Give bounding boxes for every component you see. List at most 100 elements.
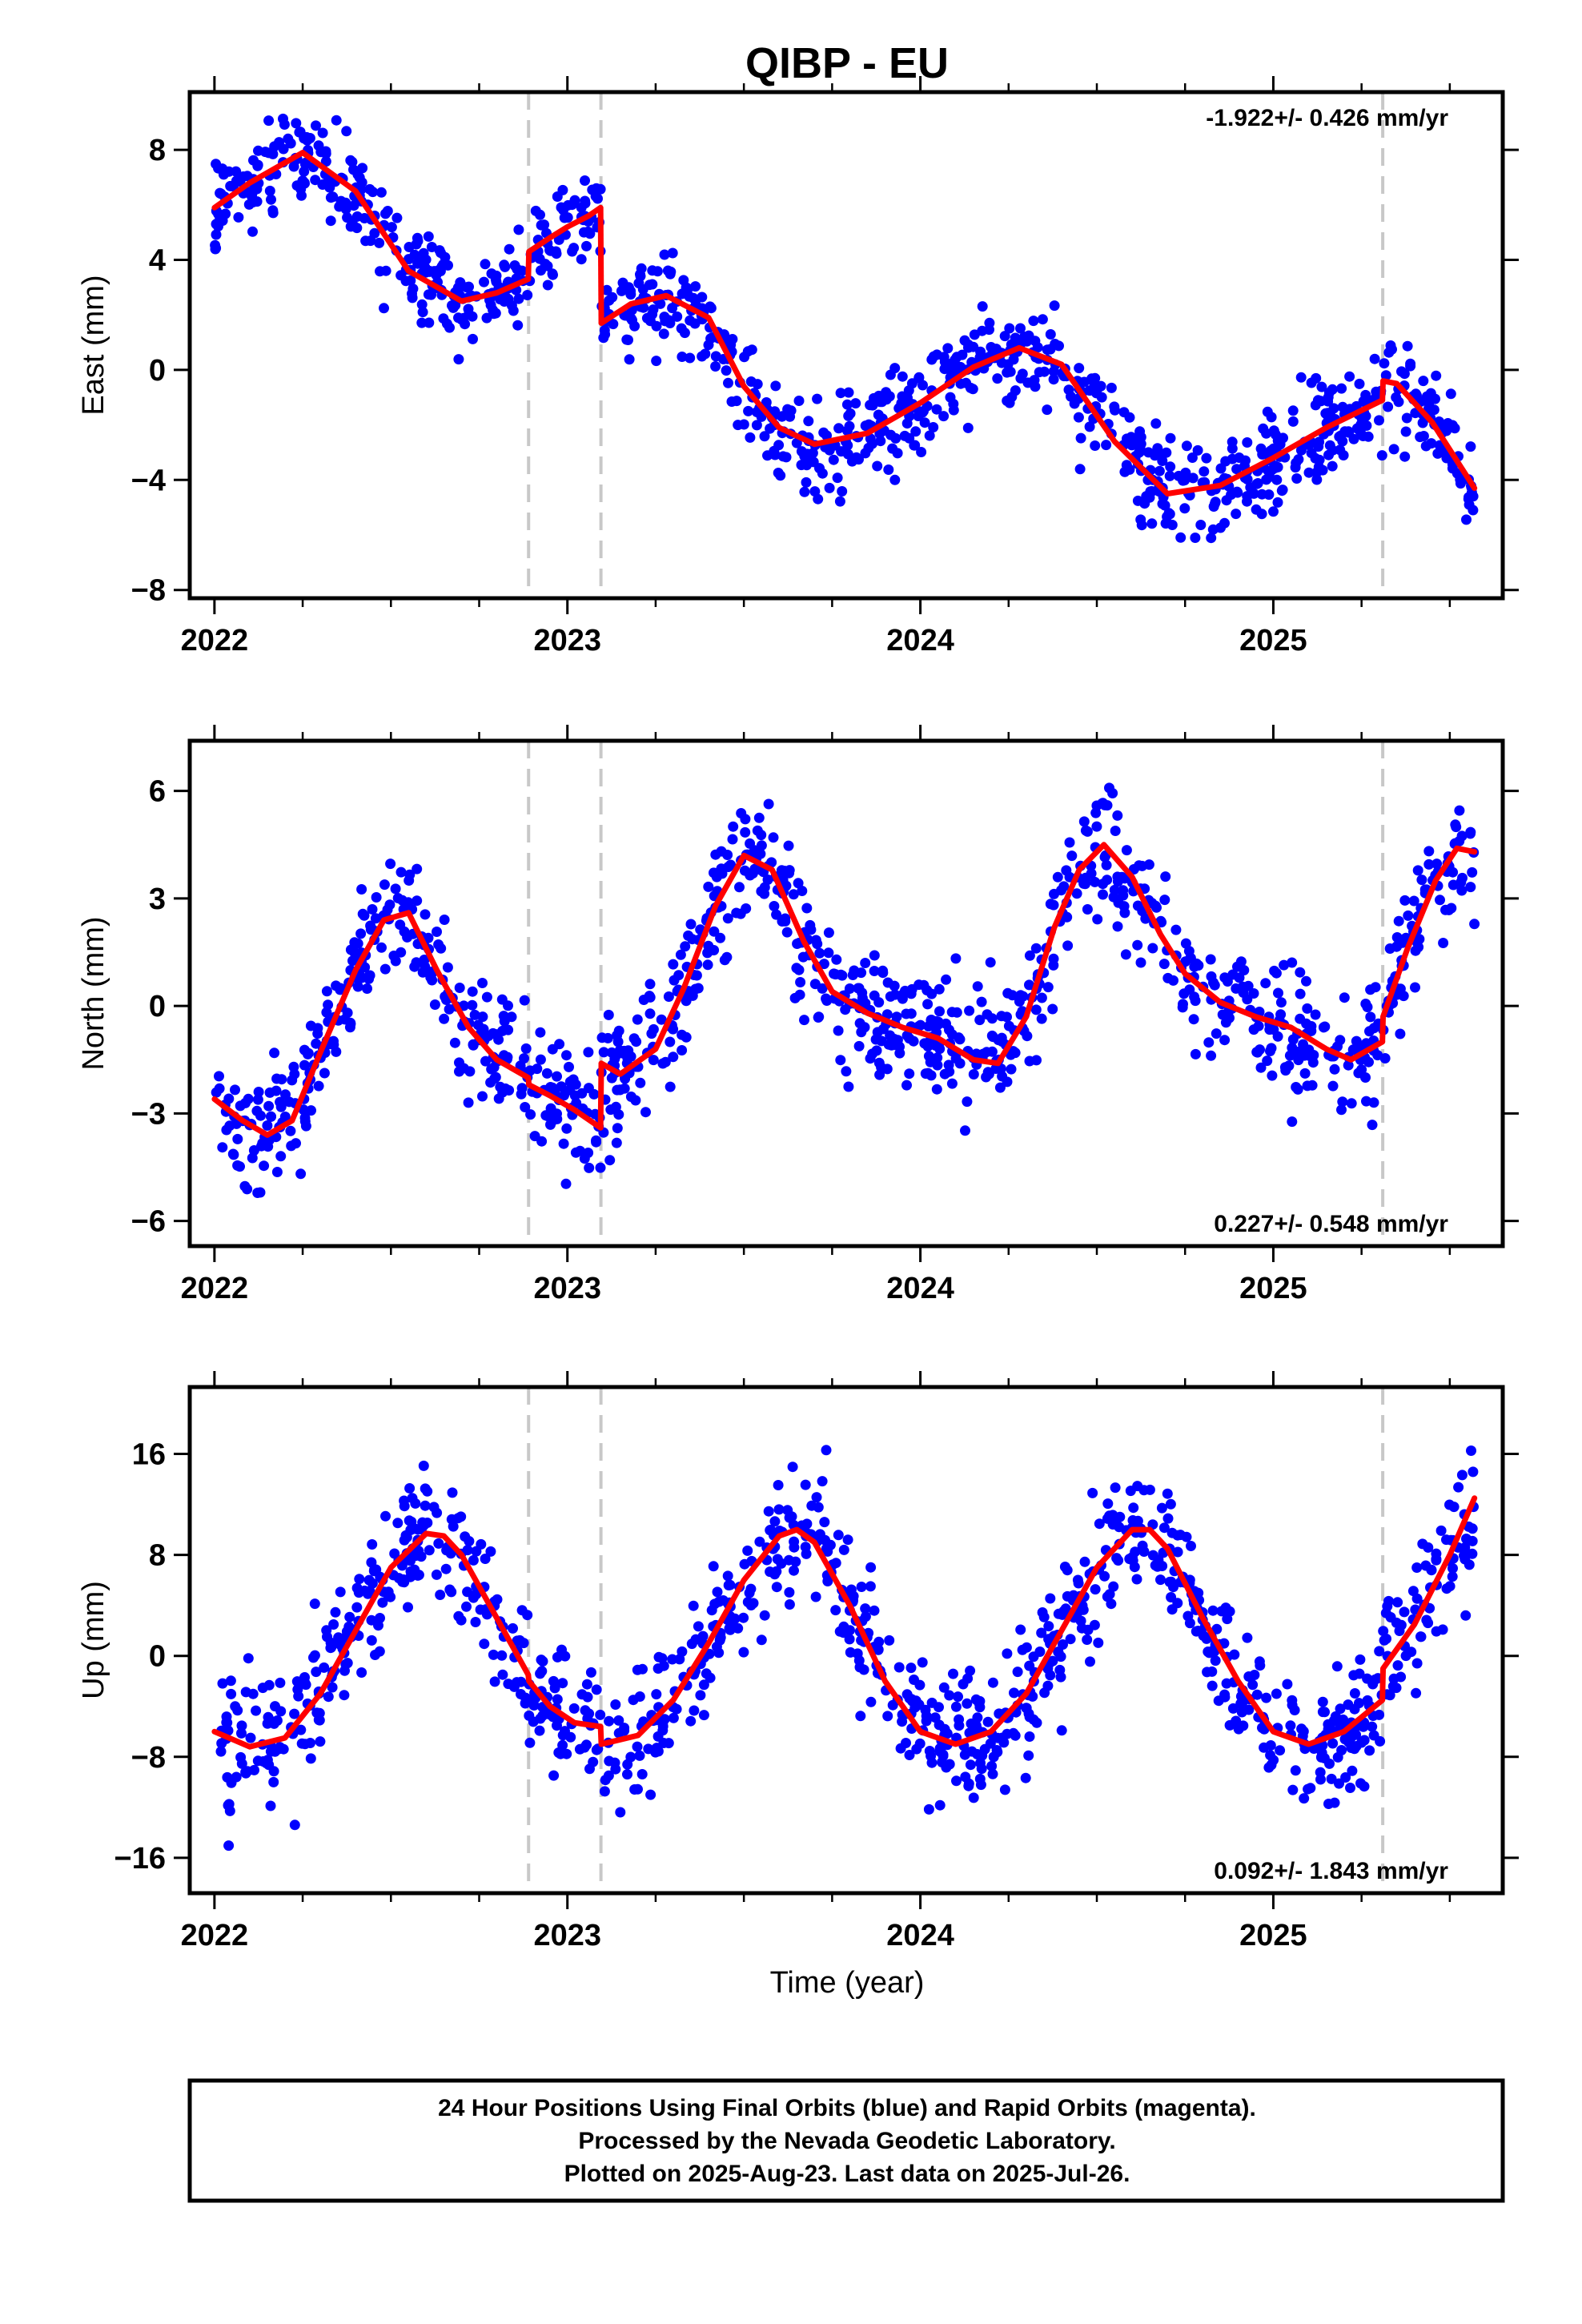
north-data-point: [1379, 1053, 1391, 1063]
up-data-point: [636, 1769, 648, 1779]
up-data-point: [1345, 1783, 1355, 1793]
north-data-point: [717, 868, 728, 879]
up-data-point: [599, 1786, 610, 1797]
up-data-point: [1415, 1631, 1426, 1642]
east-data-point: [872, 460, 883, 472]
up-data-point: [1247, 1679, 1259, 1691]
north-data-point: [348, 947, 359, 958]
north-y-tick-label: 3: [149, 883, 166, 916]
up-data-point: [986, 1760, 998, 1771]
north-data-point: [922, 1068, 934, 1079]
up-data-point: [497, 1669, 508, 1680]
north-data-point: [477, 1091, 488, 1102]
north-data-point: [1056, 885, 1066, 896]
east-data-point: [1037, 314, 1048, 325]
north-data-point: [498, 1011, 509, 1022]
up-data-point: [392, 1518, 404, 1529]
north-data-point: [1071, 888, 1082, 899]
east-data-point: [1210, 497, 1221, 508]
north-data-point: [680, 941, 691, 952]
east-data-point: [1383, 401, 1394, 412]
up-data-point: [1406, 1647, 1417, 1658]
up-data-point: [1447, 1571, 1458, 1582]
north-data-point: [1189, 991, 1200, 1003]
east-data-point: [969, 329, 980, 340]
north-data-point: [379, 963, 391, 975]
north-data-point: [1306, 1025, 1317, 1036]
north-data-point: [1446, 903, 1457, 914]
north-data-point: [412, 895, 423, 907]
north-data-point: [740, 814, 751, 825]
up-data-point: [845, 1625, 855, 1636]
east-data-point: [335, 195, 347, 207]
north-data-point: [1456, 885, 1468, 896]
north-data-point: [1082, 904, 1093, 915]
up-data-point: [226, 1688, 237, 1699]
north-data-point: [709, 926, 720, 937]
up-data-point: [1460, 1610, 1472, 1621]
up-data-point: [1024, 1660, 1035, 1671]
east-model-line-3: [1380, 378, 1478, 492]
up-y-axis-label: Up (mm): [77, 1581, 110, 1699]
north-data-point: [894, 1047, 905, 1059]
up-data-point: [657, 1718, 669, 1729]
east-data-point: [697, 292, 708, 303]
north-data-point: [477, 1011, 488, 1023]
north-data-point: [1337, 1096, 1348, 1108]
east-data-point: [1388, 444, 1399, 455]
north-data-point: [869, 966, 880, 976]
up-data-point: [522, 1610, 533, 1621]
east-data-point: [1015, 323, 1026, 334]
up-data-point: [464, 1536, 475, 1546]
up-data-point: [1464, 1559, 1475, 1570]
north-data-point: [1110, 826, 1121, 836]
north-data-point: [404, 875, 415, 886]
up-data-point: [230, 1701, 241, 1712]
east-data-point: [992, 373, 1003, 384]
east-data-point: [1166, 520, 1178, 530]
east-data-point: [247, 226, 258, 237]
up-data-point: [289, 1708, 300, 1719]
east-data-point: [770, 380, 781, 392]
east-data-point: [885, 429, 897, 440]
up-data-point: [813, 1502, 824, 1513]
north-data-point: [753, 812, 765, 823]
east-data-point: [325, 215, 336, 227]
up-data-point: [452, 1513, 464, 1524]
east-data-point: [500, 261, 511, 272]
north-data-point: [982, 1009, 993, 1020]
up-data-point: [693, 1621, 704, 1632]
north-data-point: [640, 1107, 651, 1118]
up-data-point: [1166, 1604, 1178, 1615]
up-data-point: [581, 1679, 592, 1690]
east-data-point: [1163, 508, 1174, 519]
north-data-point: [552, 1108, 562, 1120]
east-data-point: [1023, 330, 1034, 341]
east-data-point: [1220, 456, 1231, 467]
up-data-point: [1287, 1695, 1298, 1706]
east-data-point: [1383, 347, 1395, 358]
east-data-point: [1143, 447, 1154, 458]
east-data-point: [928, 351, 939, 362]
up-data-point: [568, 1703, 580, 1714]
up-data-point: [1186, 1541, 1196, 1551]
up-data-point: [1008, 1727, 1019, 1739]
east-data-point: [1187, 472, 1199, 484]
east-data-point: [1004, 397, 1015, 408]
east-data-point: [761, 397, 772, 408]
north-data-point: [402, 931, 413, 943]
north-data-point: [756, 840, 767, 851]
north-data-point: [379, 879, 390, 891]
east-data-point: [621, 310, 632, 321]
up-data-point: [619, 1725, 630, 1736]
east-data-point: [581, 240, 592, 251]
east-panel: 2022 2023 2024 2025 −8 −4 0 4 8 East (mm) -1.922+/…: [77, 76, 1519, 657]
east-x-tick-label: 2022: [181, 624, 249, 657]
up-data-point: [1243, 1704, 1255, 1715]
north-data-point: [628, 1033, 640, 1044]
up-data-point: [733, 1622, 744, 1634]
up-data-point: [216, 1738, 227, 1749]
east-data-point: [302, 135, 313, 146]
up-data-point: [722, 1570, 733, 1582]
east-data-point: [375, 187, 387, 198]
